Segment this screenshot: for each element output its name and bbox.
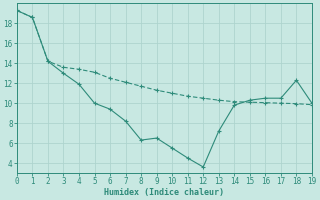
X-axis label: Humidex (Indice chaleur): Humidex (Indice chaleur) xyxy=(104,188,224,197)
